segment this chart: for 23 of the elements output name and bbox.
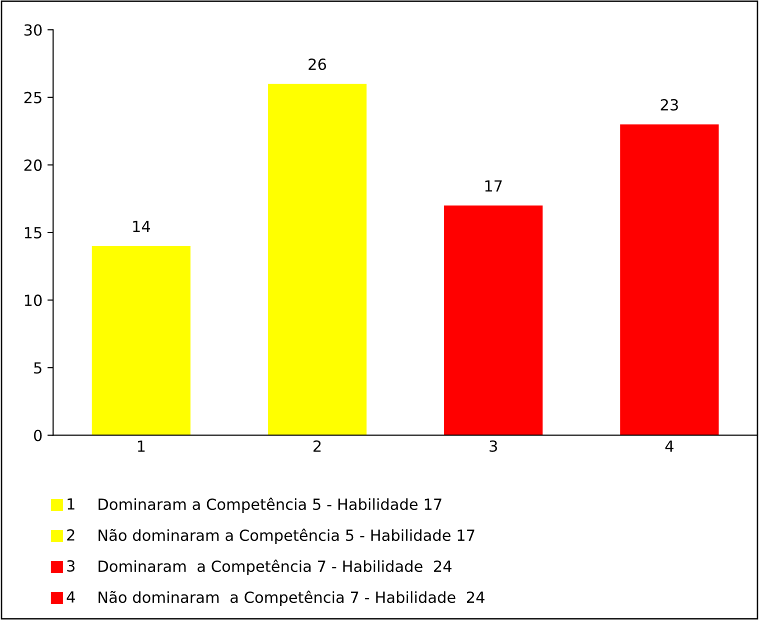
y-tick-label: 20 — [24, 159, 42, 171]
x-tick-label: 2 — [314, 440, 321, 452]
category-label: 3 — [67, 560, 75, 572]
x-tick-label: 3 — [490, 440, 497, 452]
y-tick-label: 0 — [34, 430, 42, 442]
category-label: 1 — [68, 498, 74, 510]
y-tick-label: 30 — [24, 24, 42, 36]
y-tick-label: 10 — [24, 294, 42, 306]
x-tick-label: 1 — [138, 440, 145, 452]
legend-label: Não dominaram a Competência 5 - Habilidade 17 — [98, 528, 474, 544]
legend-label: Dominaram a Competência 5 - Habilidade 17 — [98, 498, 442, 513]
category-label: 2 — [67, 529, 74, 541]
data-label: 26 — [308, 58, 326, 70]
legend-label: Não dominaram a Competência 7 - Habilidade 24 — [98, 590, 484, 606]
y-tick-label: 5 — [34, 362, 42, 374]
y-tick-label: 15 — [24, 227, 42, 239]
y-tick-label: 25 — [24, 92, 42, 104]
data-label: 23 — [660, 99, 678, 111]
category-label: 4 — [66, 591, 75, 603]
x-tick-label: 4 — [665, 440, 674, 452]
legend-label: Dominaram a Competência 7 - Habilidade 24 — [98, 560, 452, 575]
data-label: 17 — [485, 180, 502, 192]
data-label: 14 — [133, 220, 150, 232]
